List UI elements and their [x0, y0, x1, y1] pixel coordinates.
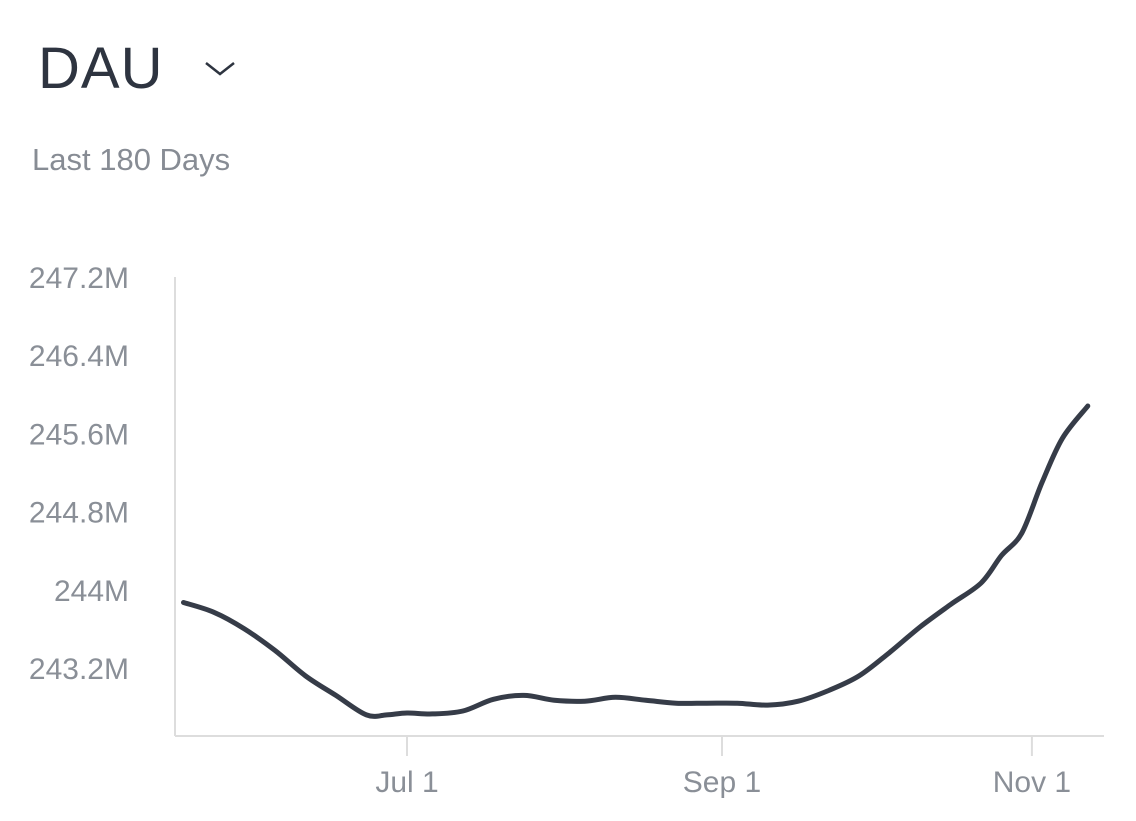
y-tick-label: 245.6M: [29, 418, 129, 451]
y-tick-label: 244M: [54, 575, 129, 608]
page-title: DAU: [38, 36, 164, 101]
x-axis-ticks: Jul 1 Sep 1 Nov 1: [375, 736, 1071, 799]
dau-series-line: [181, 403, 1091, 719]
metric-selector[interactable]: DAU: [38, 40, 237, 98]
chevron-down-icon[interactable]: [203, 59, 237, 84]
date-range-label: Last 180 Days: [32, 142, 231, 177]
y-tick-label: 243.2M: [29, 653, 129, 686]
y-tick-label: 246.4M: [29, 340, 129, 373]
y-axis-ticks: 247.2M 246.4M 245.6M 244.8M 244M 243.2M: [29, 262, 129, 686]
x-tick-label: Nov 1: [993, 766, 1071, 799]
x-tick-label: Jul 1: [375, 766, 438, 799]
y-tick-label: 244.8M: [29, 497, 129, 530]
x-tick-label: Sep 1: [683, 766, 761, 799]
y-tick-label: 247.2M: [29, 262, 129, 295]
